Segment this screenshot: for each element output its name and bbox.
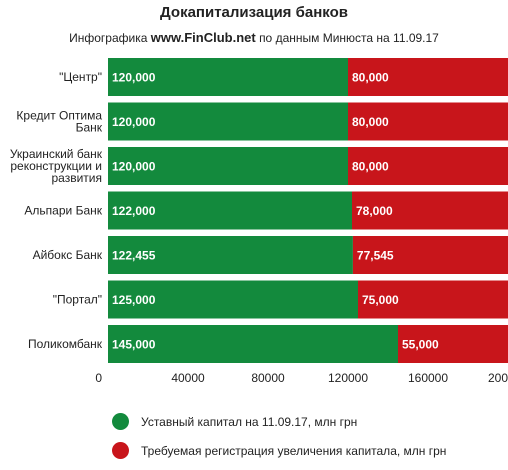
chart-legend: Уставный капитал на 11.09.17, млн грн Тр… [112,412,446,470]
bar-segment-paid-capital [108,280,358,319]
data-label: 75,000 [362,293,399,307]
category-label: Украинский банк реконструкции и развития [10,147,103,185]
data-label: 80,000 [352,71,389,85]
bar-segment-paid-capital [108,325,398,363]
data-label: 120,000 [112,71,156,85]
x-tick-label: 120000 [328,371,368,385]
data-label: 120,000 [112,115,156,129]
bar-segment-required-increase [348,58,508,96]
subtitle-site-link[interactable]: www.FinClub.net [150,30,256,45]
x-tick-label: 0 [95,371,102,385]
bar-segment-required-increase [348,147,508,185]
data-label: 122,455 [112,249,156,263]
legend-swatch-green [112,413,129,430]
x-tick-label: 40000 [171,371,205,385]
bar-segment-required-increase [352,191,508,230]
bar-segment-paid-capital [108,102,348,141]
bar-chart: 120,000 80,000 "Центр" 120,000 80,000 Кредит … [10,58,508,385]
bar-segment-paid-capital [108,58,348,96]
category-label: Кредит Оптима Банк [16,109,102,135]
subtitle-prefix: Инфографика [69,31,148,45]
data-label: 80,000 [352,115,389,129]
bar-segment-required-increase [358,280,508,319]
bar-segment-paid-capital [108,147,348,185]
data-label: 145,000 [112,338,156,352]
data-label: 77,545 [357,249,394,263]
legend-swatch-red [112,442,129,459]
data-label: 122,000 [112,204,156,218]
subtitle-suffix: по данным Минюста на 11.09.17 [259,31,439,45]
bar-segment-paid-capital [108,236,353,274]
bar-segment-required-increase [348,102,508,141]
bar-segment-paid-capital [108,191,352,230]
legend-item-required-increase: Требуемая регистрация увеличения капитал… [112,441,446,460]
category-label: "Портал" [53,293,102,307]
chart-subtitle: Инфографика www.FinClub.net по данным Ми… [0,30,508,45]
legend-item-paid-capital: Уставный капитал на 11.09.17, млн грн [112,412,446,431]
legend-label: Требуемая регистрация увеличения капитал… [141,443,447,458]
category-label: Поликомбанк [28,337,103,351]
category-label: "Центр" [59,70,102,84]
data-label: 80,000 [352,160,389,174]
chart-title: Докапитализация банков [160,4,348,21]
x-tick-label: 200000 [488,371,508,385]
legend-label: Уставный капитал на 11.09.17, млн грн [141,414,358,429]
data-label: 78,000 [356,204,393,218]
category-label: Айбокс Банк [33,248,103,262]
data-label: 125,000 [112,293,156,307]
x-tick-label: 80000 [251,371,285,385]
data-label: 120,000 [112,160,156,174]
data-label: 55,000 [402,338,439,352]
category-label: Альпари Банк [24,204,102,218]
x-tick-label: 160000 [408,371,448,385]
bar-segment-required-increase [398,325,508,363]
bar-segment-required-increase [352,236,508,274]
